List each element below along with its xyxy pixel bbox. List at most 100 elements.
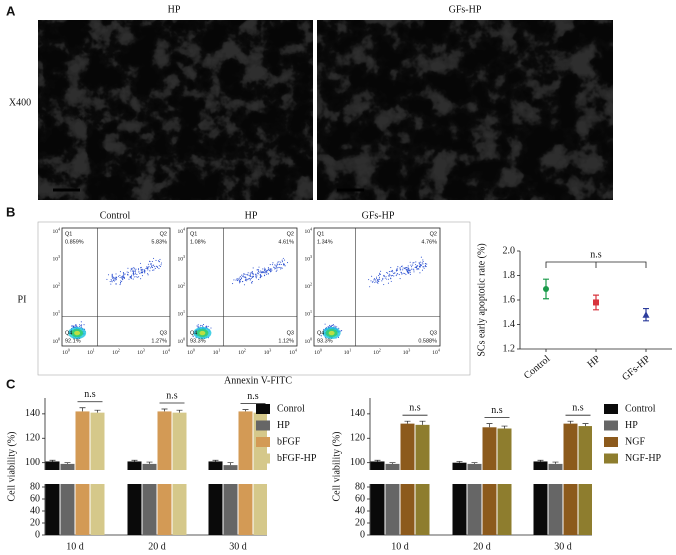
event-dot [376,281,378,283]
event-dot [159,266,162,268]
bar [452,462,467,470]
event-dot [143,271,145,273]
event-dot [263,267,266,269]
event-dot [250,275,252,278]
event-dot [257,273,259,275]
y-tick-label: 100 [25,457,40,468]
event-dot [269,264,271,266]
error-bar [582,423,589,427]
event-dot [119,282,122,284]
tick-base: 10 [305,257,311,263]
event-dot [419,261,421,263]
event-dot [387,282,390,284]
event-dot [390,275,393,277]
event-dot [409,273,411,275]
bar [208,484,223,535]
event-dot [272,262,274,264]
bar [45,484,60,535]
event-dot [140,272,142,274]
tick-base: 10 [289,350,295,356]
tick-exponent: 4 [168,347,170,352]
event-dot [240,277,242,279]
event-dot [406,266,408,269]
event-dot [382,278,384,280]
event-dot [389,274,391,276]
event-dot [160,262,162,264]
tick-base: 10 [305,229,311,235]
bar [370,461,385,470]
flow-y-tick: 104 [305,226,313,235]
significance-label: n.s [572,402,584,413]
event-dot [154,267,156,269]
tick-base: 10 [53,339,59,345]
event-dot [409,271,411,273]
event-dot [402,269,404,271]
tick-exponent: 4 [310,226,312,231]
flow-y-tick: 104 [178,226,186,235]
event-dot [122,275,124,277]
event-dot [140,278,142,280]
error-bar [537,459,544,462]
event-dot [395,270,397,272]
event-dot [72,325,74,327]
event-dot [158,267,160,270]
tick-base: 10 [178,339,184,345]
error-bar [176,409,183,413]
tick-base: 10 [187,350,193,356]
event-dot [284,265,286,267]
error-bar [552,461,559,464]
flow-x-tick: 104 [162,347,170,356]
event-dot [74,325,76,327]
event-dot [397,266,399,268]
tick-exponent: 1 [58,309,60,314]
event-dot [138,271,140,273]
event-dot [252,275,255,277]
flow-y-tick: 102 [178,281,186,290]
legend-label: HP [625,420,638,431]
event-dot [113,277,115,279]
tick-base: 10 [53,312,59,318]
event-dot [260,270,262,272]
tick-exponent: 2 [244,347,246,352]
significance-label: n.s [491,405,503,416]
event-dot [408,271,410,273]
legend-label: NGF-HP [625,453,662,464]
quadrant-name: Q4 [190,330,197,336]
bar [533,461,548,470]
event-dot [391,269,393,272]
event-dot [330,326,332,328]
tick-base: 10 [137,350,143,356]
tick-base: 10 [373,350,379,356]
event-dot [276,263,278,265]
flow-y-tick: 103 [305,254,313,263]
y-tick-label: 40 [30,505,40,516]
event-dot [126,271,128,273]
event-dot [399,267,401,269]
bar [157,411,172,470]
flow-title: Control [100,210,131,221]
bar [60,463,75,470]
event-dot [246,280,248,282]
event-dot [251,280,253,283]
event-dot [153,264,155,266]
event-dot [273,266,275,269]
event-dot [393,272,395,275]
x-tick-label: 20 d [473,541,491,552]
event-dot [247,274,249,276]
event-dot [243,284,246,286]
event-dot [239,275,241,278]
event-dot [282,257,284,259]
event-dot [262,268,264,270]
event-dot [390,278,392,280]
tick-base: 10 [403,350,409,356]
flow-x-tick: 102 [112,347,120,356]
event-dot [148,265,150,267]
y-axis-title: Cell viability (%) [331,432,342,502]
event-dot [396,267,398,269]
flow-x-tick: 101 [344,347,352,356]
event-dot [415,261,417,263]
error-bar [486,423,493,428]
event-dot [150,264,153,266]
event-dot [134,273,136,275]
event-dot [390,270,392,273]
